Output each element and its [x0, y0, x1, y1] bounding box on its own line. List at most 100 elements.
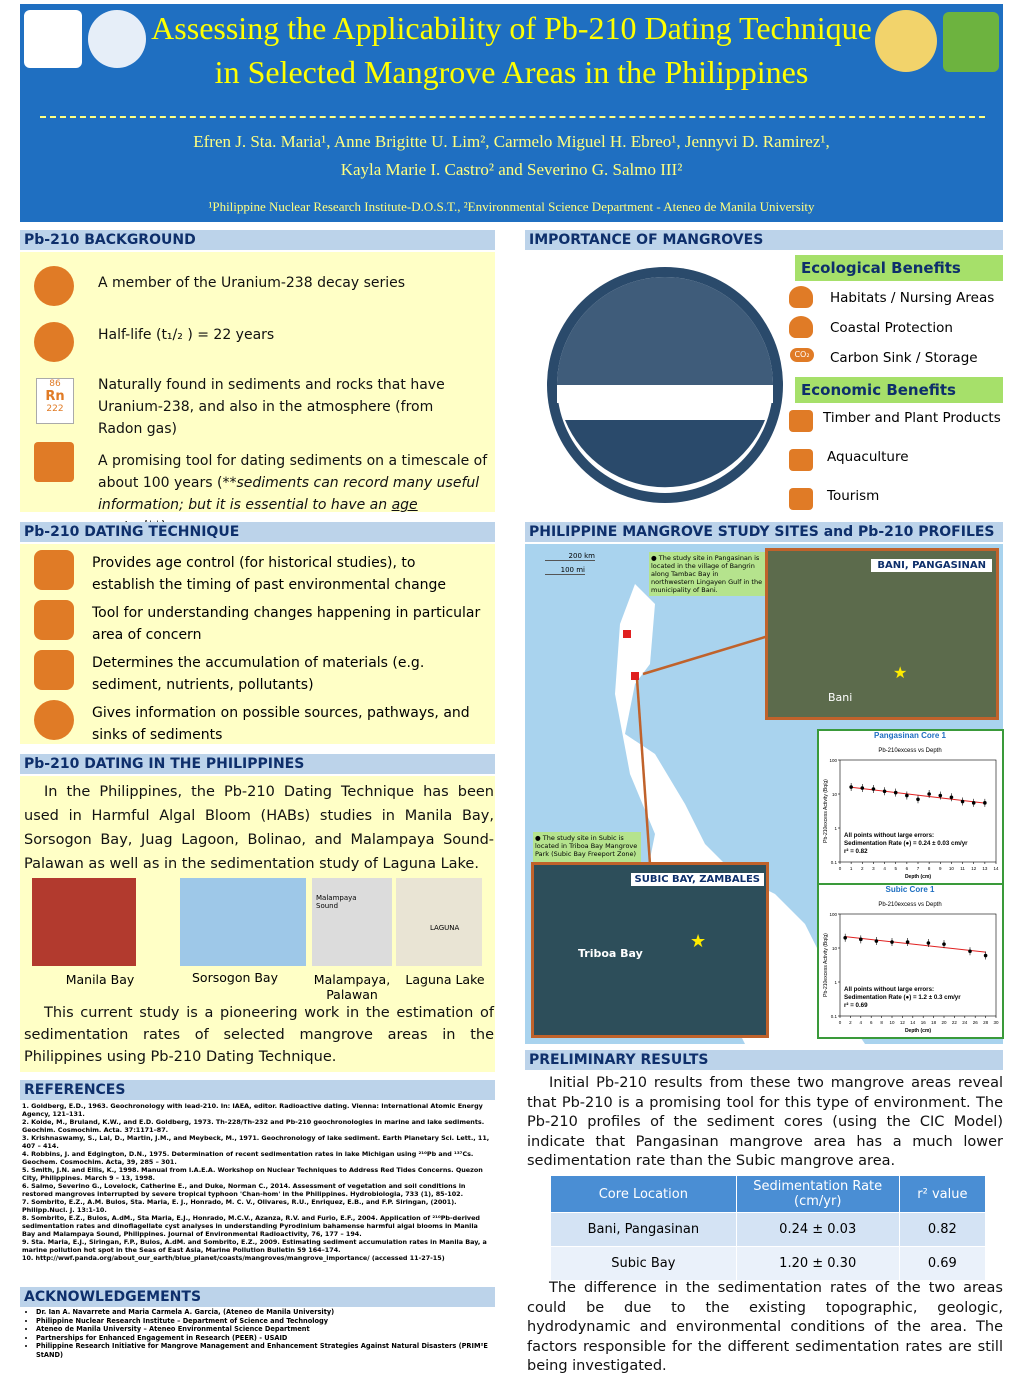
icon — [789, 488, 813, 510]
table-row: Bani, Pangasinan 0.24 ± 0.03 0.82 — [550, 1212, 987, 1247]
scale-label: 100 mi — [545, 566, 585, 575]
star: ★ — [690, 931, 707, 952]
text: Habitats / Nursing Areas — [830, 290, 995, 306]
paragraph: Initial Pb-210 results from these two ma… — [527, 1075, 1003, 1169]
section-title: Pb-210 BACKGROUND — [20, 230, 495, 250]
atomic-mass: 222 — [46, 404, 64, 414]
text: sediments can record many useful informa… — [98, 475, 480, 513]
panel: Provides age control (for historical stu… — [20, 544, 495, 744]
map-panel: 200 km 100 mi ● The study site in Pangas… — [525, 544, 1003, 1044]
table-cell: 1.20 ± 0.30 — [735, 1246, 900, 1281]
panel: 1. Goldberg, E.D., 1963. Geochronology w… — [20, 1102, 495, 1282]
affiliation: ¹Philippine Nuclear Research Institute-D… — [208, 199, 815, 214]
icon — [34, 322, 74, 362]
title: Assessing the Applicability of Pb-210 Da… — [151, 10, 872, 46]
atomic-number: 86 — [49, 379, 61, 389]
text: Determines the accumulation of materials… — [92, 655, 425, 693]
divider — [40, 116, 985, 118]
text: Coastal Protection — [830, 320, 953, 336]
text: Timber and Plant Products — [823, 410, 1001, 426]
panel: 86 Rn 222 A member of the Uranium-238 de… — [20, 252, 495, 535]
subheading: Economic Benefits — [795, 377, 1003, 403]
icon — [34, 600, 74, 640]
logo — [88, 10, 146, 68]
table-cell: Subic Bay — [550, 1246, 737, 1281]
satellite-image: SUBIC BAY, ZAMBALES Triboa Bay ★ — [531, 862, 769, 1038]
panel: Dr. Ian A. Navarrete and Maria Carmela A… — [20, 1308, 495, 1360]
site-label: BANI, PANGASINAN — [871, 559, 992, 572]
acknowledgement: Dr. Ian A. Navarrete and Maria Carmela A… — [36, 1308, 495, 1317]
table-row: Core Location Sedimentation Rate (cm/yr) r… — [550, 1175, 987, 1213]
icon — [789, 286, 813, 308]
icon — [34, 650, 74, 690]
reference: 5. Smith, J.N. and Ellis, K., 1998. Manu… — [22, 1166, 483, 1182]
acknowledgement: Partnerships for Enhanced Engagement in … — [36, 1334, 495, 1343]
results-table: Core Location Sedimentation Rate (cm/yr) r… — [550, 1175, 987, 1281]
acknowledgement: Ateneo de Manila University – Ateneo Env… — [36, 1325, 495, 1334]
text: A promising tool for dating sediments on… — [98, 453, 488, 491]
place-label: Triboa Bay — [578, 947, 643, 960]
icon — [34, 442, 74, 482]
subheading: Ecological Benefits — [795, 255, 1003, 281]
text: Carbon Sink / Storage — [830, 350, 978, 366]
text: Aquaculture — [827, 449, 909, 465]
section-title: PHILIPPINE MANGROVE STUDY SITES and Pb-2… — [525, 522, 1003, 542]
table-row: Subic Bay 1.20 ± 0.30 0.69 — [550, 1246, 987, 1281]
table-header: r² value — [898, 1175, 987, 1213]
paragraph: The difference in the sedimentation rate… — [527, 1280, 1003, 1374]
title: in Selected Mangrove Areas in the Philip… — [214, 54, 809, 90]
reference: 3. Krishnaswamy, S., Lal, D., Martin, J.… — [22, 1134, 490, 1150]
section-title: ACKNOWLEDGEMENTS — [20, 1287, 495, 1307]
logo — [875, 10, 937, 72]
text: Half-life (t₁/₂ ) = 22 years — [98, 327, 275, 343]
text: Tool for understanding changes happening… — [92, 605, 481, 643]
map-label: LAGUNA — [430, 924, 460, 932]
authors: Efren J. Sta. Maria¹, Anne Brigitte U. L… — [193, 132, 830, 151]
table-cell: 0.82 — [898, 1212, 987, 1247]
text: Naturally found in sediments and rocks t… — [98, 377, 445, 437]
icon — [789, 449, 813, 471]
reference: 9. Sta. Maria, E.J., Siringan, F.P., Bul… — [22, 1238, 487, 1254]
acknowledgement: Philippine Research Initiative for Mangr… — [36, 1342, 495, 1359]
icon — [34, 700, 74, 740]
reference: 2. Koide, M., Bruland, K.W., and E.D. Go… — [22, 1118, 485, 1134]
reference: 10. http://wwf.panda.org/about_our_earth… — [22, 1254, 445, 1262]
caption: Manila Bay — [65, 972, 135, 987]
icon — [34, 550, 74, 590]
table-cell: 0.24 ± 0.03 — [735, 1212, 900, 1247]
reference: 7. Sombrito, E.Z., A.M. Bulos, Sta. Mari… — [22, 1198, 457, 1214]
caption: Sorsogon Bay — [192, 970, 278, 985]
map-image: Malampaya Sound — [312, 878, 392, 966]
map-image: LAGUNA — [396, 878, 482, 966]
section-title: REFERENCES — [20, 1080, 495, 1100]
text: A member of the Uranium-238 decay series — [98, 275, 406, 291]
table-header: Core Location — [550, 1175, 737, 1213]
scale-label: 200 km — [545, 552, 595, 561]
paragraph: In the Philippines, the Pb-210 Dating Te… — [24, 784, 494, 872]
text: Gives information on possible sources, p… — [92, 705, 470, 743]
header: Assessing the Applicability of Pb-210 Da… — [20, 4, 1003, 222]
authors: Kayla Marie I. Castro² and Severino G. S… — [340, 160, 683, 179]
table-cell: Bani, Pangasinan — [550, 1212, 737, 1247]
map-label: Malampaya Sound — [316, 894, 357, 910]
map-image — [32, 878, 136, 966]
element-symbol: Rn — [45, 389, 65, 404]
icon — [789, 410, 813, 432]
section-title: PRELIMINARY RESULTS — [525, 1050, 1003, 1070]
site-label: SUBIC BAY, ZAMBALES — [630, 873, 764, 886]
paragraph: This current study is a pioneering work … — [24, 1005, 494, 1065]
map-image — [180, 878, 306, 966]
section-title: Pb-210 DATING TECHNIQUE — [20, 522, 495, 542]
reference: 6. Salmo, Severino G., Lovelock, Catheri… — [22, 1182, 466, 1198]
reference: 4. Robbins, J. and Edgington, D.N., 1975… — [22, 1150, 474, 1166]
satellite-image: BANI, PANGASINAN Bani ★ — [765, 548, 999, 720]
mangrove-illustration — [547, 267, 783, 503]
logo — [24, 10, 82, 68]
list: Dr. Ian A. Navarrete and Maria Carmela A… — [20, 1308, 495, 1360]
element-icon: 86 Rn 222 — [36, 378, 74, 424]
star: ★ — [893, 663, 908, 682]
acknowledgement: Philippine Nuclear Research Institute – … — [36, 1317, 495, 1326]
icon — [34, 266, 74, 306]
caption: Laguna Lake — [405, 972, 485, 987]
